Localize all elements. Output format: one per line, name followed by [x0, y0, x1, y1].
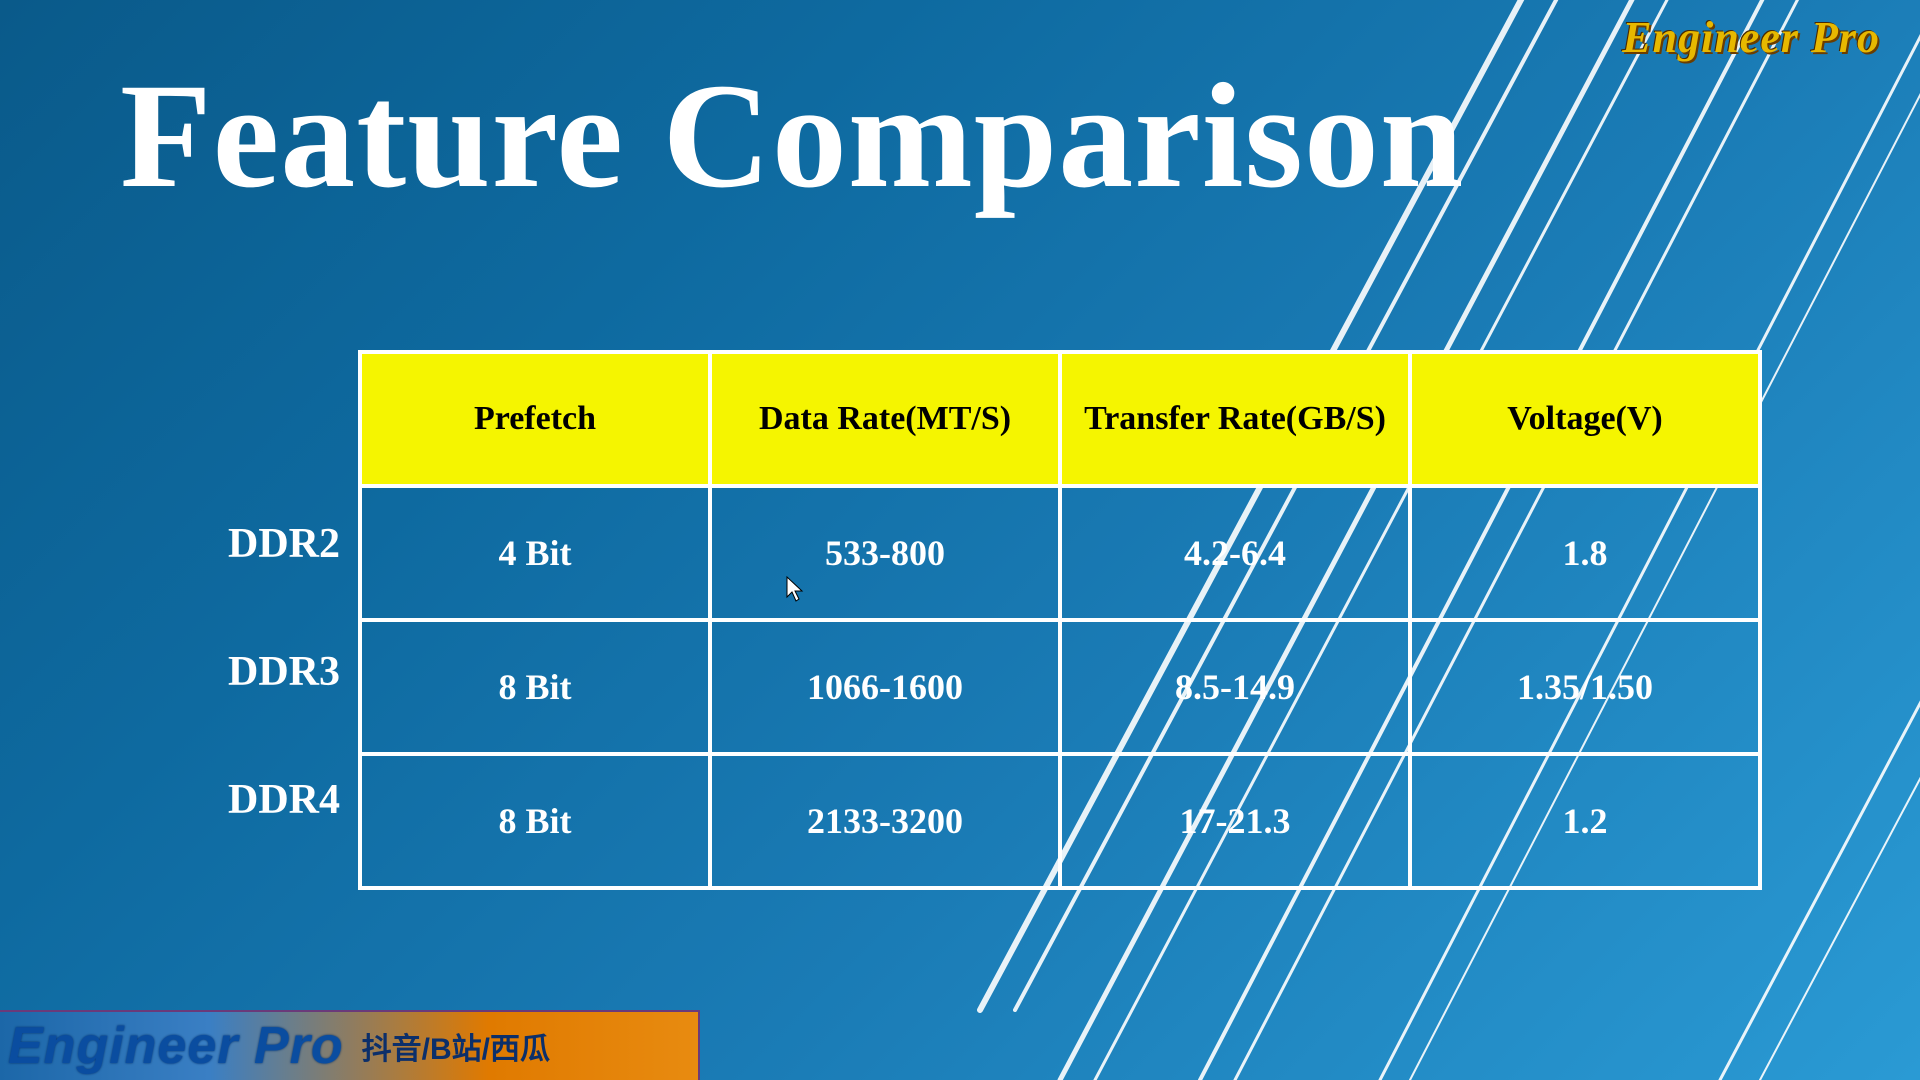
table-row: 4 Bit 533-800 4.2-6.4 1.8	[360, 486, 1760, 620]
cell-ddr3-datarate: 1066-1600	[710, 620, 1060, 754]
brand-watermark-top: Engineer Pro	[1622, 12, 1880, 63]
col-header-transferrate: Transfer Rate(GB/S)	[1060, 352, 1410, 486]
row-label-ddr4: DDR4	[190, 736, 340, 864]
cell-ddr2-transferrate: 4.2-6.4	[1060, 486, 1410, 620]
cell-ddr4-prefetch: 8 Bit	[360, 754, 710, 888]
cell-ddr2-voltage: 1.8	[1410, 486, 1760, 620]
slide: Engineer Pro Feature Comparison DDR2 DDR…	[0, 0, 1920, 1080]
cell-ddr4-datarate: 2133-3200	[710, 754, 1060, 888]
row-label-ddr2: DDR2	[190, 480, 340, 608]
cell-ddr4-transferrate: 17-21.3	[1060, 754, 1410, 888]
brand-bottom-main: Engineer Pro	[8, 1016, 344, 1076]
table-row: 8 Bit 1066-1600 8.5-14.9 1.35/1.50	[360, 620, 1760, 754]
row-label-ddr3: DDR3	[190, 608, 340, 736]
brand-watermark-bottom: Engineer Pro 抖音/B站/西瓜	[0, 1010, 700, 1080]
brand-bottom-sub: 抖音/B站/西瓜	[362, 1024, 550, 1068]
comparison-table-wrap: DDR2 DDR3 DDR4 Prefetch Data Rate(MT/S) …	[190, 350, 1762, 890]
cell-ddr2-datarate: 533-800	[710, 486, 1060, 620]
cell-ddr3-prefetch: 8 Bit	[360, 620, 710, 754]
table-row: 8 Bit 2133-3200 17-21.3 1.2	[360, 754, 1760, 888]
cell-ddr3-voltage: 1.35/1.50	[1410, 620, 1760, 754]
col-header-voltage: Voltage(V)	[1410, 352, 1760, 486]
table-header-row: Prefetch Data Rate(MT/S) Transfer Rate(G…	[360, 352, 1760, 486]
col-header-prefetch: Prefetch	[360, 352, 710, 486]
cell-ddr4-voltage: 1.2	[1410, 754, 1760, 888]
cell-ddr3-transferrate: 8.5-14.9	[1060, 620, 1410, 754]
page-title: Feature Comparison	[120, 50, 1464, 222]
row-labels-column: DDR2 DDR3 DDR4	[190, 480, 340, 864]
comparison-table: Prefetch Data Rate(MT/S) Transfer Rate(G…	[358, 350, 1762, 890]
col-header-datarate: Data Rate(MT/S)	[710, 352, 1060, 486]
cell-ddr2-prefetch: 4 Bit	[360, 486, 710, 620]
